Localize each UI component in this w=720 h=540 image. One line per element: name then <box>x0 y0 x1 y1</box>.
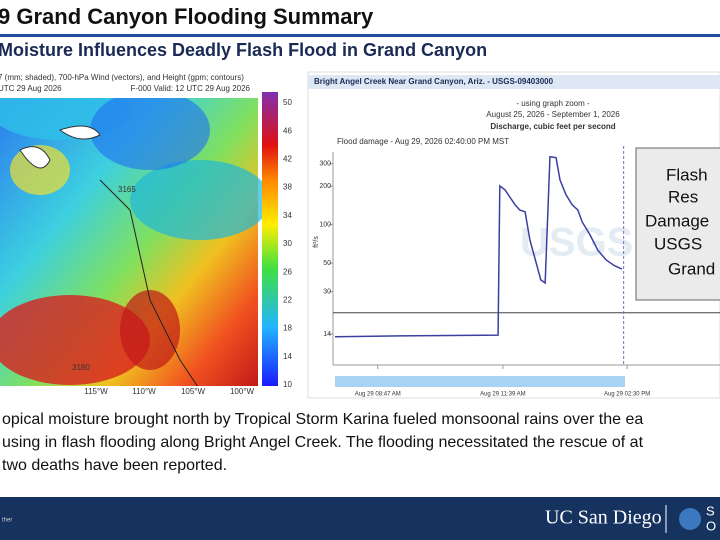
lon-label: 100°W <box>230 387 255 396</box>
colorbar-tick-label: 34 <box>283 211 292 220</box>
lon-label: 115°W <box>84 387 108 396</box>
text-box-line: Flash <box>666 165 708 184</box>
period: August 25, 2026 - September 1, 2026 <box>486 110 620 119</box>
y-tick-label: 100 <box>319 222 331 229</box>
annotation: Flood damage - Aug 29, 2026 02:40:00 PM … <box>337 137 509 146</box>
body-line: opical moisture brought north by Tropica… <box>2 411 643 428</box>
footer-note: ther <box>2 518 12 524</box>
body-line: using in flash flooding along Bright Ang… <box>2 434 644 451</box>
colorbar-tick-label: 26 <box>283 267 292 276</box>
logo: UC San Diego <box>545 507 662 529</box>
y-tick-label: 300 <box>319 160 331 167</box>
site-bar <box>308 75 720 89</box>
unit: ft³/s <box>313 236 320 248</box>
subtitle: Moisture Influences Deadly Flash Flood i… <box>0 40 487 60</box>
title: 9 Grand Canyon Flooding Summary <box>0 4 374 29</box>
lon-label: 105°W <box>181 387 206 396</box>
zoom-slider[interactable] <box>335 376 625 387</box>
lon-label: 110°W <box>132 387 156 396</box>
contour-label: 3180 <box>72 363 90 372</box>
watermark: USGS <box>520 221 633 265</box>
colorbar-tick-label: 46 <box>283 126 292 135</box>
colorbar-tick-label: 38 <box>283 183 292 192</box>
text-box-line: USGS <box>654 234 702 253</box>
y-tick-label: 200 <box>319 183 331 190</box>
colorbar-tick-label: 14 <box>283 352 292 361</box>
y-tick-label: 14 <box>323 331 331 338</box>
x-tick-label: Aug 29 02:30 PM <box>604 392 650 398</box>
x-tick-label: Aug 29 08:47 AM <box>355 392 401 398</box>
map-caption: 7 (mm; shaded), 700-hPa Wind (vectors), … <box>0 73 244 82</box>
colorbar-tick-label: 50 <box>283 98 292 107</box>
discharge-line <box>334 155 623 338</box>
logo2: S <box>706 503 715 518</box>
contour-label: 3165 <box>118 185 136 194</box>
zoom-note: - using graph zoom - <box>516 99 590 108</box>
y-title: Discharge, cubic feet per second <box>490 122 615 131</box>
colorbar <box>262 92 278 386</box>
text-box <box>635 147 720 301</box>
site-name: Bright Angel Creek Near Grand Canyon, Ar… <box>314 77 554 86</box>
y-tick-label: 30 <box>323 288 331 295</box>
weather-map: 7 (mm; shaded), 700-hPa Wind (vectors), … <box>0 72 278 396</box>
map-caption: UTC 29 Aug 2026 <box>0 84 62 93</box>
text-box-line: Grand <box>668 259 715 278</box>
y-tick-label: 50 <box>323 260 331 267</box>
colorbar-tick-label: 42 <box>283 155 292 164</box>
colorbar-tick-label: 30 <box>283 239 292 248</box>
map-valid: F-000 Valid: 12 UTC 29 Aug 2026 <box>131 84 251 93</box>
text-box-line: Res <box>668 187 698 206</box>
colorbar-tick-label: 22 <box>283 296 292 305</box>
body-line: two deaths have been reported. <box>2 457 227 474</box>
title-rule <box>0 34 720 37</box>
text-box-line: Damage <box>645 211 709 230</box>
x-tick-label: Aug 29 11:39 AM <box>480 392 526 398</box>
logo-globe <box>679 508 701 530</box>
colorbar-tick-label: 10 <box>283 380 292 389</box>
footer <box>0 497 720 540</box>
colorbar-tick-label: 18 <box>283 324 292 333</box>
logo3: O <box>706 518 716 533</box>
